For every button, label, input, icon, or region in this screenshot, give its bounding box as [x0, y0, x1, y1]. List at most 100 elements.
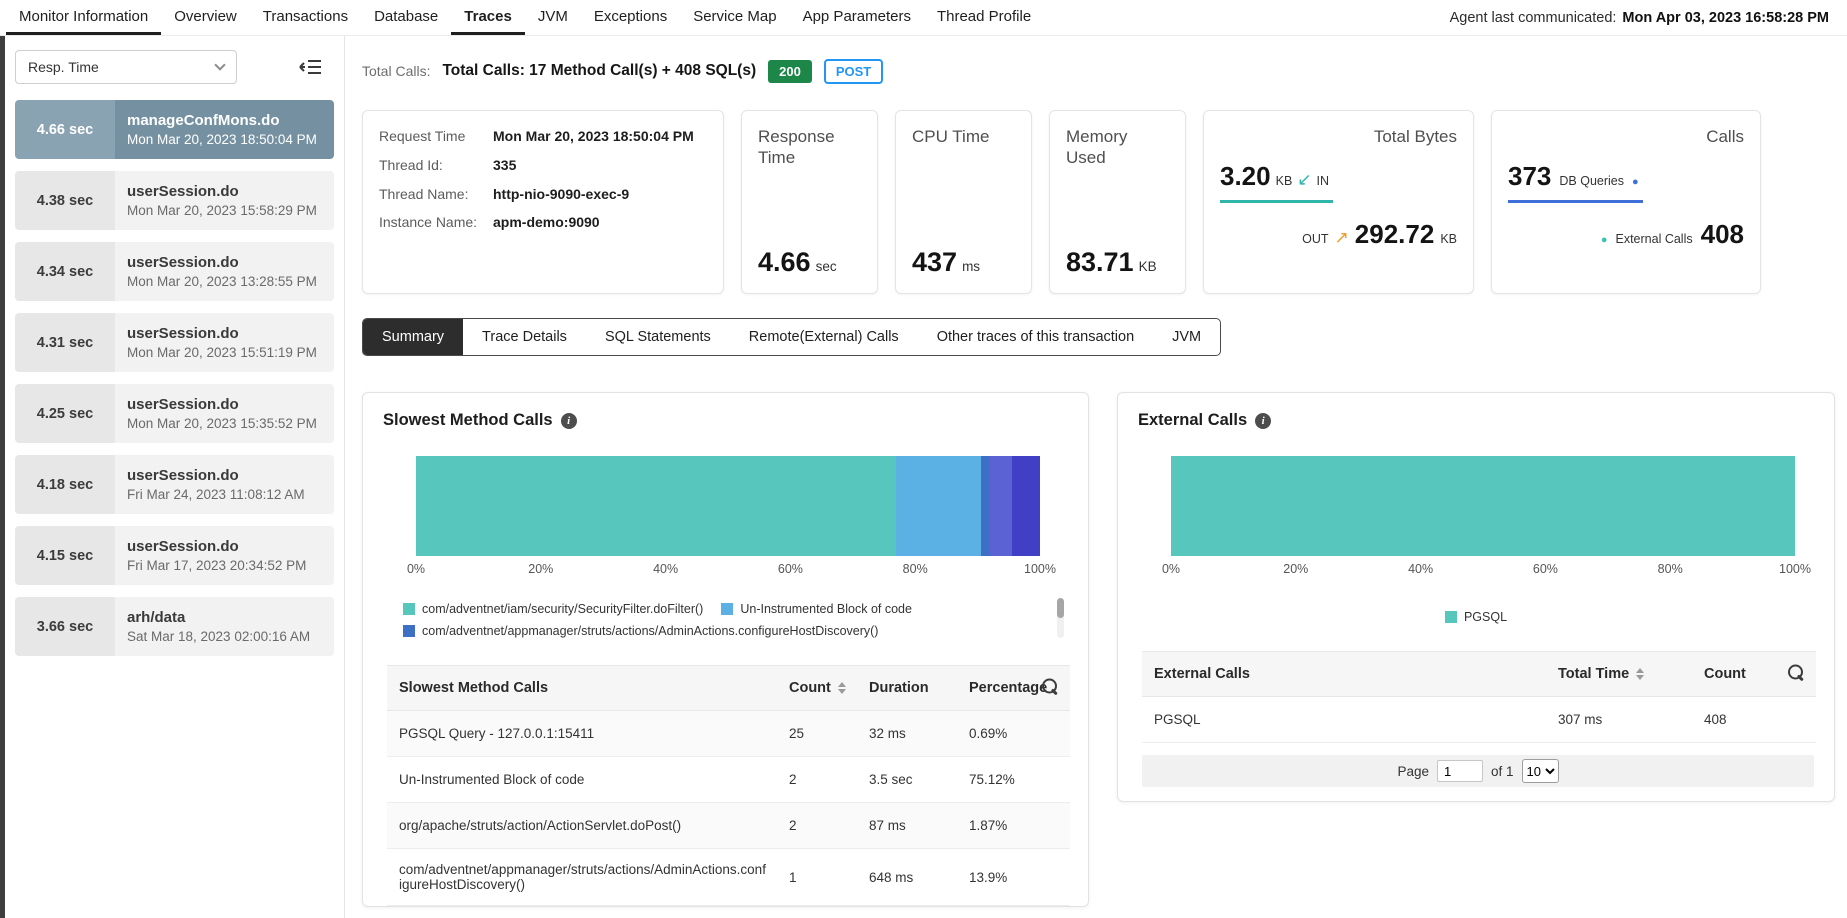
top-tab-app-parameters[interactable]: App Parameters [802, 7, 911, 25]
table-row[interactable]: org/apache/struts/action/ActionServlet.d… [387, 803, 1070, 849]
trace-list-item[interactable]: 4.31 sec userSession.do Mon Mar 20, 2023 1… [15, 313, 334, 372]
legend-scrollbar-thumb[interactable] [1057, 598, 1064, 618]
top-tab-database[interactable]: Database [374, 7, 439, 25]
column-header-count: Count [1692, 653, 1816, 695]
column-header-label: Slowest Method Calls [399, 680, 549, 696]
column-header-label: Total Time [1558, 666, 1630, 682]
sort-dropdown[interactable]: Resp. Time [15, 50, 237, 84]
legend-swatch-icon [403, 603, 415, 615]
trace-list-item[interactable]: 4.34 sec userSession.do Mon Mar 20, 2023 1… [15, 242, 334, 301]
collapse-sidebar-button[interactable] [299, 58, 322, 76]
trace-response-time: 4.66 sec [15, 100, 115, 159]
column-header-percentage: Percentage [957, 667, 1070, 709]
detail-tab-other-traces-of-this-transaction[interactable]: Other traces of this transaction [936, 329, 1135, 345]
column-header-count[interactable]: Count [777, 667, 857, 709]
out-arrow-icon: ↗ [1334, 228, 1349, 248]
info-icon[interactable] [560, 412, 577, 429]
table-cell: 13.9% [969, 869, 1008, 885]
response-time-card: Response Time 4.66 sec [741, 110, 878, 294]
search-button[interactable] [1041, 678, 1058, 699]
chart-segment-unlabeled[interactable] [1011, 456, 1040, 556]
top-tab-thread-profile[interactable]: Thread Profile [936, 7, 1032, 25]
top-tab-jvm[interactable]: JVM [537, 7, 568, 25]
chart-segment-com-adventnet-iam-security-securityfilter-dofilter[interactable] [416, 456, 897, 556]
card-title: CPU Time [912, 127, 990, 146]
detail-tab-sql-statements[interactable]: SQL Statements [604, 329, 711, 345]
request-field-label: Instance Name: [379, 214, 478, 231]
table-header: Slowest Method Calls Count Duration Percent… [387, 665, 1070, 711]
request-field-value: apm-demo:9090 [493, 214, 600, 231]
table-row[interactable]: PGSQL 307 ms 408 [1142, 697, 1816, 743]
chart-segment-un-instrumented-block-of-code[interactable] [896, 456, 981, 556]
memory-used-value: 83.71 KB [1066, 247, 1169, 278]
trace-info: manageConfMons.do Mon Mar 20, 2023 18:50:… [115, 100, 334, 159]
detail-tab-trace-details[interactable]: Trace Details [482, 329, 567, 345]
stacked-bar [1171, 456, 1795, 556]
table-cell: 25 [789, 726, 805, 741]
chevron-down-icon [214, 59, 226, 71]
bytes-in: 3.20 KB ↙ IN [1220, 161, 1334, 204]
trace-response-time: 4.31 sec [15, 313, 115, 372]
legend-scrollbar[interactable] [1057, 598, 1064, 638]
column-header-duration: Duration [857, 667, 957, 709]
top-tab-exceptions[interactable]: Exceptions [593, 7, 668, 25]
top-tab-overview[interactable]: Overview [174, 7, 237, 25]
trace-info: userSession.do Mon Mar 20, 2023 15:35:52 … [115, 384, 334, 443]
detail-tab-summary[interactable]: Summary [363, 319, 464, 355]
table-cell: PGSQL [1154, 712, 1201, 727]
table-row[interactable]: com/adventnet/appmanager/struts/actions/… [387, 849, 1070, 906]
trace-list-item[interactable]: 4.25 sec userSession.do Mon Mar 20, 2023 1… [15, 384, 334, 443]
detail-tab-remote-external-calls[interactable]: Remote(External) Calls [748, 329, 899, 345]
info-icon[interactable] [1255, 412, 1272, 429]
table-cell: org/apache/struts/action/ActionServlet.d… [399, 818, 682, 833]
metric-number: 437 [912, 247, 958, 277]
total-bytes-card: Total Bytes 3.20 KB ↙ IN OUT ↗ 292.72 KB [1203, 110, 1474, 294]
slowest-method-calls-panel: Slowest Method Calls 0%20%40%60%80%100% … [362, 392, 1089, 907]
metric-cards-row: Request Time Mon Mar 20, 2023 18:50:04 PM… [362, 110, 1835, 294]
legend-item: PGSQL [1444, 610, 1507, 624]
chart-segment-pgsql[interactable] [1171, 456, 1795, 556]
column-header-total-time[interactable]: Total Time [1546, 653, 1692, 695]
axis-tick-label: 60% [1532, 562, 1558, 576]
card-title: Response Time [758, 127, 835, 168]
axis-tick-label: 0% [406, 562, 426, 576]
top-tab-service-map[interactable]: Service Map [693, 7, 777, 25]
page-number-input[interactable] [1437, 760, 1483, 782]
chart-segment-com-adventnet-appmanager-struts-actions-adminactions-configurehostdiscovery[interactable] [980, 456, 991, 556]
in-arrow-icon: ↙ [1297, 170, 1312, 190]
sort-icon[interactable] [1636, 668, 1644, 680]
total-calls-bar: Total Calls: Total Calls: 17 Method Call… [362, 50, 1835, 92]
trace-list-item[interactable]: 4.38 sec userSession.do Mon Mar 20, 2023 1… [15, 171, 334, 230]
card-title: Memory Used [1066, 127, 1128, 168]
request-field-value: 335 [493, 156, 517, 173]
trace-list-item[interactable]: 4.15 sec userSession.do Fri Mar 17, 2023 2… [15, 526, 334, 585]
trace-list-item[interactable]: 3.66 sec arh/data Sat Mar 18, 2023 02:00:1… [15, 597, 334, 656]
panel-header: External Calls [1118, 393, 1834, 430]
table-body: PGSQL Query - 127.0.0.1:15411 25 32 ms 0.69… [387, 711, 1070, 906]
top-tab-transactions[interactable]: Transactions [262, 7, 349, 25]
column-header-label: External Calls [1154, 666, 1250, 682]
request-field-value: http-nio-9090-exec-9 [493, 185, 630, 202]
sort-icon[interactable] [838, 682, 846, 694]
trace-name: arh/data [127, 609, 186, 626]
trace-list-item[interactable]: 4.18 sec userSession.do Fri Mar 24, 2023 1… [15, 455, 334, 514]
panels-row: Slowest Method Calls 0%20%40%60%80%100% … [362, 392, 1835, 907]
cpu-time-card: CPU Time 437 ms [895, 110, 1032, 294]
table-row[interactable]: PGSQL Query - 127.0.0.1:15411 25 32 ms 0.69… [387, 711, 1070, 757]
axis-tick-label: 80% [1657, 562, 1683, 576]
external-calls: ● External Calls 408 [1601, 219, 1744, 250]
metric-unit: ms [962, 259, 981, 274]
trace-timestamp: Mon Mar 20, 2023 18:50:04 PM [127, 132, 317, 147]
table-cell: 32 ms [869, 726, 906, 741]
bytes-in-value: 3.20 [1220, 161, 1271, 192]
search-button[interactable] [1787, 664, 1804, 685]
table-row[interactable]: Un-Instrumented Block of code 2 3.5 sec 75.… [387, 757, 1070, 803]
bytes-in-label: IN [1316, 174, 1330, 189]
trace-name: userSession.do [127, 538, 239, 555]
chart-segment-unlabeled[interactable] [990, 456, 1012, 556]
page-size-select[interactable]: 10 [1521, 759, 1559, 783]
top-tab-traces[interactable]: Traces [451, 0, 525, 35]
detail-tab-jvm[interactable]: JVM [1172, 329, 1202, 345]
top-tab-monitor-information[interactable]: Monitor Information [6, 0, 162, 35]
trace-list-item[interactable]: 4.66 sec manageConfMons.do Mon Mar 20, 202… [15, 100, 334, 159]
